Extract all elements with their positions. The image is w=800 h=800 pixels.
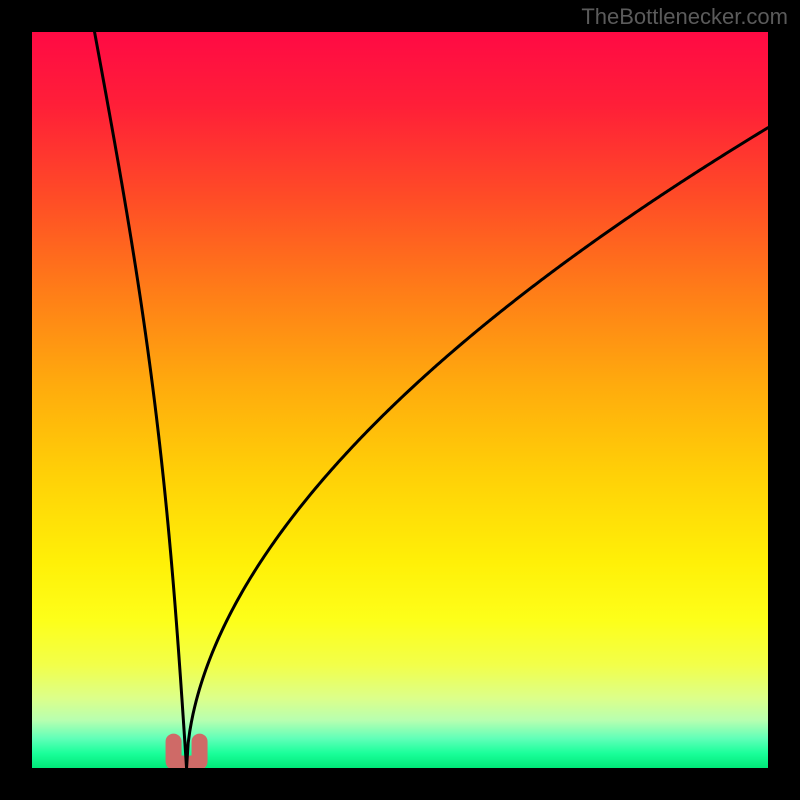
watermark-label: TheBottlenecker.com bbox=[581, 4, 788, 30]
stage: TheBottlenecker.com bbox=[0, 0, 800, 800]
bottleneck-curve bbox=[95, 32, 768, 768]
bottleneck-curve-chart bbox=[32, 32, 768, 768]
plot-area bbox=[32, 32, 768, 768]
